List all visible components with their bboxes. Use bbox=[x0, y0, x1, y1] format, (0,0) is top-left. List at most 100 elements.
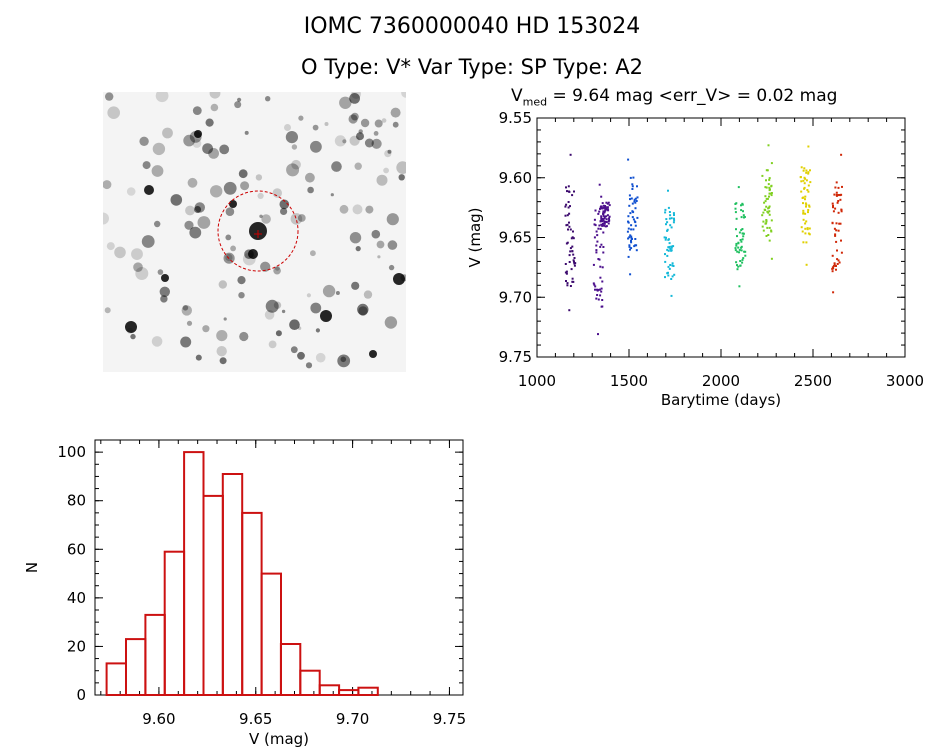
star bbox=[310, 250, 316, 257]
data-point bbox=[806, 189, 809, 191]
data-point bbox=[670, 246, 673, 249]
star bbox=[392, 121, 399, 128]
data-point bbox=[627, 255, 630, 258]
data-point bbox=[664, 208, 667, 211]
data-point bbox=[664, 260, 667, 263]
data-point bbox=[839, 198, 842, 201]
star bbox=[351, 112, 359, 121]
data-point bbox=[742, 210, 744, 213]
star bbox=[371, 229, 381, 239]
data-point bbox=[770, 230, 773, 233]
data-point bbox=[669, 214, 672, 217]
data-point bbox=[831, 202, 834, 205]
data-point bbox=[667, 274, 670, 277]
star bbox=[340, 356, 347, 363]
data-point bbox=[601, 202, 604, 205]
histogram-bar bbox=[183, 451, 205, 696]
data-point bbox=[765, 186, 768, 189]
star bbox=[273, 266, 281, 275]
data-point bbox=[568, 254, 571, 257]
data-point bbox=[596, 240, 599, 243]
data-point bbox=[608, 204, 611, 207]
data-point bbox=[744, 254, 747, 257]
data-point bbox=[571, 250, 574, 253]
data-point bbox=[735, 242, 738, 245]
star bbox=[141, 235, 155, 248]
data-point bbox=[565, 203, 568, 206]
data-point bbox=[636, 196, 639, 199]
histogram-bar bbox=[125, 638, 147, 696]
star bbox=[159, 286, 170, 297]
data-point bbox=[803, 182, 806, 185]
data-point bbox=[626, 230, 629, 233]
star bbox=[151, 336, 163, 347]
star bbox=[285, 131, 298, 144]
data-point bbox=[669, 264, 672, 266]
data-point bbox=[668, 246, 671, 249]
data-point bbox=[835, 181, 838, 184]
data-point bbox=[765, 222, 768, 225]
data-point bbox=[740, 245, 743, 248]
data-point bbox=[673, 273, 676, 276]
star bbox=[194, 206, 202, 213]
data-point bbox=[600, 195, 603, 198]
data-point bbox=[595, 251, 598, 254]
data-point bbox=[802, 211, 805, 214]
data-point bbox=[636, 216, 639, 219]
y-tick-label: 9.55 bbox=[499, 109, 532, 127]
data-point bbox=[593, 283, 596, 286]
star bbox=[244, 130, 249, 135]
data-point bbox=[595, 249, 598, 252]
data-point bbox=[765, 205, 768, 208]
data-point bbox=[565, 186, 567, 189]
data-point bbox=[800, 226, 803, 229]
star bbox=[324, 122, 329, 126]
data-point bbox=[735, 217, 738, 220]
data-point bbox=[631, 202, 634, 205]
data-point bbox=[735, 228, 737, 231]
data-point bbox=[606, 202, 609, 205]
data-point bbox=[602, 251, 605, 254]
data-point bbox=[670, 245, 673, 248]
data-point bbox=[568, 212, 571, 215]
data-point bbox=[572, 230, 574, 233]
histogram-bar bbox=[144, 613, 166, 697]
data-point bbox=[603, 224, 606, 227]
data-point bbox=[604, 209, 607, 212]
data-point bbox=[800, 166, 803, 169]
data-point bbox=[835, 222, 838, 225]
data-point bbox=[604, 207, 607, 210]
histogram-bar bbox=[299, 669, 321, 697]
data-point bbox=[836, 249, 838, 252]
data-point bbox=[667, 238, 670, 241]
star bbox=[225, 207, 235, 216]
histogram-bar bbox=[241, 511, 263, 697]
data-point bbox=[605, 218, 608, 221]
data-point bbox=[605, 225, 608, 228]
star bbox=[331, 161, 342, 172]
data-point bbox=[603, 216, 606, 218]
y-tick-label: 0 bbox=[76, 686, 86, 704]
data-point bbox=[627, 221, 630, 224]
data-point bbox=[600, 290, 603, 293]
data-point bbox=[595, 297, 598, 300]
data-point bbox=[734, 203, 737, 205]
star bbox=[219, 357, 227, 365]
data-point bbox=[567, 201, 570, 203]
data-point bbox=[738, 231, 741, 234]
data-point bbox=[607, 209, 610, 212]
data-point bbox=[803, 187, 806, 190]
data-point bbox=[633, 198, 636, 201]
star bbox=[289, 319, 300, 330]
data-point bbox=[664, 238, 667, 241]
star bbox=[310, 302, 322, 314]
star bbox=[152, 142, 166, 156]
data-point bbox=[833, 263, 836, 266]
data-point bbox=[602, 219, 605, 222]
data-point bbox=[673, 217, 675, 220]
data-point bbox=[571, 280, 574, 283]
data-point bbox=[635, 200, 638, 202]
star bbox=[103, 180, 112, 190]
data-point bbox=[838, 261, 841, 264]
star bbox=[210, 103, 219, 112]
